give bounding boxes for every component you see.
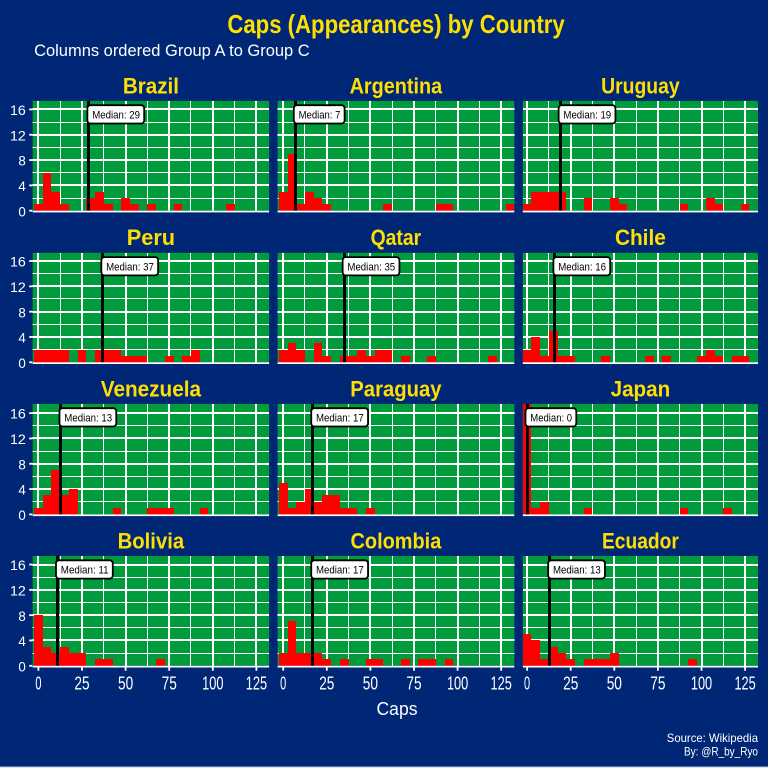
svg-text:Chile: Chile — [615, 225, 666, 250]
svg-text:Median: 13: Median: 13 — [553, 565, 601, 577]
svg-text:0: 0 — [35, 674, 41, 694]
svg-text:4: 4 — [18, 330, 26, 346]
svg-text:50: 50 — [118, 674, 133, 694]
svg-text:Peru: Peru — [127, 225, 175, 250]
svg-text:Paraguay: Paraguay — [350, 376, 442, 401]
svg-text:Qatar: Qatar — [371, 225, 422, 250]
svg-text:Median: 35: Median: 35 — [347, 262, 395, 274]
svg-text:8: 8 — [18, 456, 26, 472]
svg-text:4: 4 — [18, 178, 26, 194]
svg-text:25: 25 — [319, 674, 334, 694]
svg-text:Brazil: Brazil — [123, 73, 179, 98]
svg-text:0: 0 — [18, 355, 26, 371]
svg-text:Median: 16: Median: 16 — [558, 262, 606, 274]
svg-text:12: 12 — [10, 582, 26, 598]
svg-text:Japan: Japan — [611, 376, 671, 401]
svg-text:Venezuela: Venezuela — [101, 376, 202, 401]
svg-text:100: 100 — [202, 674, 223, 694]
svg-text:Median: 17: Median: 17 — [316, 565, 364, 577]
svg-text:Columns ordered Group A to Gro: Columns ordered Group A to Group C — [34, 41, 310, 60]
svg-text:Argentina: Argentina — [350, 73, 443, 98]
svg-text:0: 0 — [18, 507, 26, 523]
svg-text:16: 16 — [10, 102, 26, 118]
svg-text:125: 125 — [734, 674, 755, 694]
svg-text:25: 25 — [74, 674, 89, 694]
svg-text:Median: 13: Median: 13 — [64, 413, 112, 425]
svg-text:8: 8 — [18, 153, 26, 169]
svg-text:Caps: Caps — [377, 698, 418, 719]
svg-text:Colombia: Colombia — [351, 528, 442, 553]
svg-text:Bolivia: Bolivia — [118, 528, 185, 553]
svg-text:125: 125 — [491, 674, 512, 694]
svg-text:50: 50 — [607, 674, 622, 694]
svg-text:100: 100 — [691, 674, 712, 694]
svg-text:Median: 19: Median: 19 — [563, 110, 611, 122]
svg-text:25: 25 — [563, 674, 578, 694]
svg-text:12: 12 — [10, 127, 26, 143]
svg-text:Median: 17: Median: 17 — [316, 413, 364, 425]
svg-text:Source: Wikipedia: Source: Wikipedia — [667, 731, 758, 745]
svg-text:Median: 0: Median: 0 — [530, 413, 572, 425]
svg-text:4: 4 — [18, 482, 26, 498]
svg-text:75: 75 — [650, 674, 665, 694]
svg-text:By: @R_by_Ryo: By: @R_by_Ryo — [684, 745, 758, 759]
svg-text:Median: 29: Median: 29 — [92, 110, 140, 122]
svg-text:16: 16 — [10, 406, 26, 422]
svg-text:Caps (Appearances) by Country: Caps (Appearances) by Country — [227, 9, 565, 39]
svg-text:16: 16 — [10, 557, 26, 573]
svg-text:Median: 7: Median: 7 — [299, 110, 341, 122]
svg-text:Ecuador: Ecuador — [602, 528, 679, 553]
svg-text:Median: 37: Median: 37 — [106, 262, 154, 274]
svg-text:75: 75 — [406, 674, 421, 694]
svg-text:0: 0 — [524, 674, 530, 694]
svg-text:125: 125 — [246, 674, 267, 694]
svg-text:16: 16 — [10, 254, 26, 270]
svg-text:0: 0 — [18, 658, 26, 674]
svg-text:4: 4 — [18, 633, 26, 649]
svg-text:75: 75 — [162, 674, 177, 694]
svg-text:0: 0 — [18, 203, 26, 219]
svg-text:100: 100 — [447, 674, 468, 694]
svg-text:12: 12 — [10, 431, 26, 447]
svg-text:8: 8 — [18, 608, 26, 624]
svg-text:8: 8 — [18, 304, 26, 320]
svg-text:50: 50 — [363, 674, 378, 694]
svg-text:0: 0 — [280, 674, 286, 694]
svg-text:12: 12 — [10, 279, 26, 295]
svg-text:Median: 11: Median: 11 — [61, 565, 109, 577]
svg-text:Uruguay: Uruguay — [601, 73, 680, 98]
